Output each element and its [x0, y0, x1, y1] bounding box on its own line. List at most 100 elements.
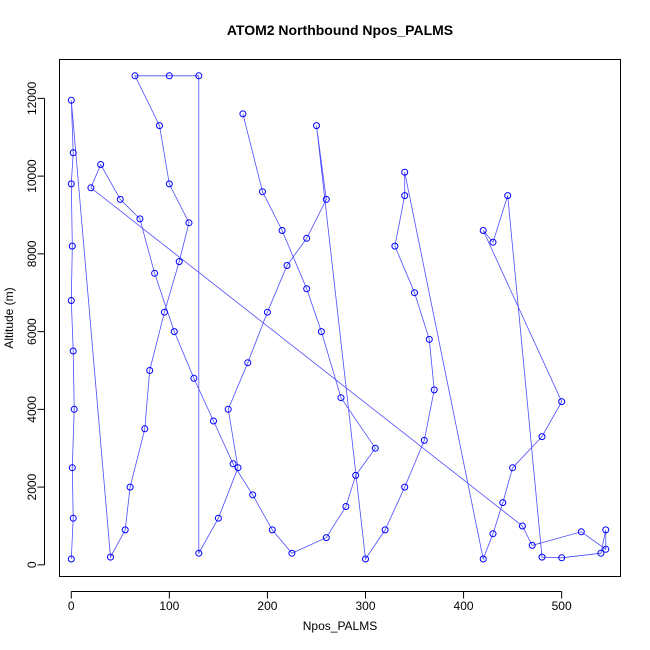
data-point: [504, 192, 512, 200]
data-point: [70, 405, 78, 413]
data-point: [210, 417, 217, 425]
data-point: [518, 522, 526, 530]
x-tick-label: 200: [257, 599, 277, 613]
data-point: [558, 554, 566, 562]
data-point: [499, 499, 507, 507]
data-point: [170, 328, 178, 336]
data-point: [558, 398, 566, 406]
data-point: [352, 471, 360, 479]
data-point: [381, 526, 389, 534]
data-point: [67, 96, 75, 104]
x-axis-label: Npos_PALMS: [303, 619, 377, 633]
data-point: [259, 188, 266, 196]
data-point: [391, 242, 399, 250]
data-point: [401, 483, 409, 491]
data-point: [160, 308, 168, 316]
data-point: [479, 227, 487, 234]
data-point: [479, 555, 487, 563]
data-point: [303, 234, 311, 242]
data-point: [121, 526, 129, 534]
data-point: [268, 526, 276, 534]
data-point: [214, 514, 222, 522]
data-point: [420, 436, 428, 444]
data-point: [68, 464, 76, 472]
data-point: [69, 149, 77, 157]
y-tick-label: 8000: [25, 240, 39, 267]
data-point: [69, 514, 77, 522]
data-point: [401, 168, 409, 176]
data-point: [165, 180, 173, 188]
data-point: [489, 530, 497, 538]
data-point: [425, 335, 433, 343]
data-point: [151, 269, 159, 277]
x-tick-label: 0: [68, 599, 75, 613]
data-point: [116, 195, 124, 203]
data-point: [239, 110, 247, 118]
data-point: [278, 227, 286, 234]
y-tick-label: 12000: [25, 81, 39, 115]
data-point: [577, 528, 585, 536]
plot-frame: [59, 59, 621, 577]
data-point: [509, 464, 517, 472]
x-tick-label: 100: [159, 599, 179, 613]
data-point: [107, 553, 114, 561]
data-point: [165, 72, 173, 80]
data-point: [322, 195, 330, 203]
data-point: [371, 444, 379, 452]
data-point: [97, 161, 105, 168]
data-point: [190, 374, 198, 382]
x-axis: 0 100 200 300 400 500: [68, 591, 572, 613]
data-point: [229, 460, 237, 468]
data-point: [263, 308, 271, 316]
data-point: [602, 545, 610, 553]
x-tick-label: 400: [454, 599, 474, 613]
data-point: [141, 425, 149, 433]
y-tick-label: 10000: [25, 159, 39, 193]
data-point: [131, 72, 139, 80]
data-point: [528, 541, 536, 549]
data-point: [489, 238, 497, 246]
data-point: [224, 405, 232, 413]
data-point: [67, 180, 75, 188]
data-point: [156, 122, 163, 130]
data-point: [249, 491, 257, 499]
data-point: [317, 328, 325, 336]
data-point: [303, 285, 311, 293]
data-point: [68, 242, 76, 250]
data-point: [313, 122, 320, 130]
data-point: [175, 258, 183, 266]
data-point: [362, 555, 369, 563]
data-point: [136, 215, 144, 223]
data-point: [67, 297, 75, 304]
y-tick-label: 0: [25, 561, 39, 568]
data-point: [195, 72, 203, 80]
data-point: [597, 549, 605, 557]
data-point: [67, 555, 75, 563]
data-point: [185, 219, 193, 227]
y-tick-label: 4000: [25, 396, 39, 423]
data-layer: [67, 72, 610, 563]
data-point: [602, 526, 610, 534]
data-point: [538, 433, 546, 441]
x-tick-label: 300: [355, 599, 375, 613]
data-point: [288, 549, 296, 557]
data-point: [244, 359, 252, 367]
data-point: [322, 534, 330, 542]
data-point: [146, 367, 154, 374]
data-point: [342, 503, 350, 510]
data-point: [337, 394, 345, 402]
y-axis-label: Altitude (m): [2, 287, 16, 348]
data-point: [430, 386, 438, 394]
chart-title: ATOM2 Northbound Npos_PALMS: [227, 22, 453, 38]
data-point: [234, 464, 242, 472]
x-tick-label: 500: [552, 599, 572, 613]
data-point: [538, 553, 546, 561]
data-point: [411, 289, 418, 297]
data-point: [87, 184, 95, 192]
series-line: [70, 75, 607, 561]
data-point: [126, 483, 134, 491]
y-tick-label: 2000: [25, 473, 39, 500]
y-axis: 0 2000 4000 6000 8000 10000 12000: [25, 81, 45, 568]
